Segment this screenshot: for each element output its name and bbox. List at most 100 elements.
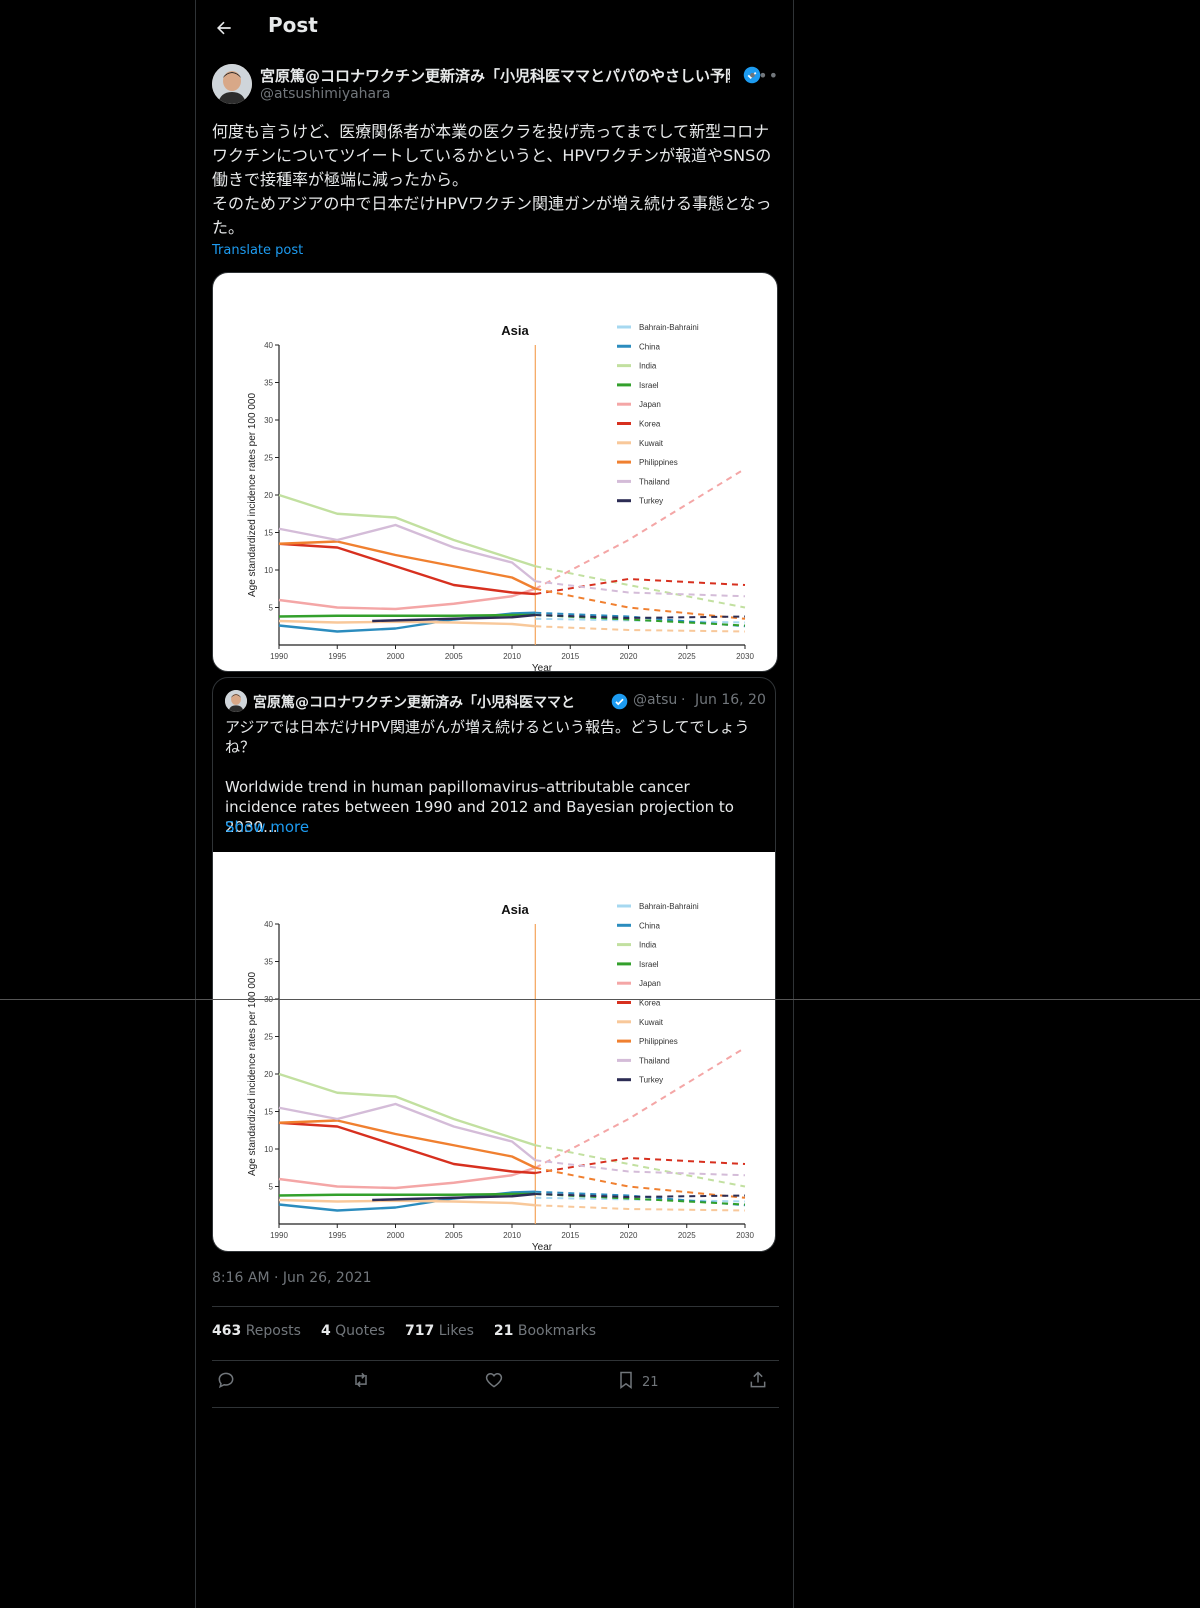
quoted-post[interactable]: 宮原篤@コロナワクチン更新済み「小児科医ママと @atsushimiyahara… — [212, 677, 776, 1252]
x-tick-label: 2025 — [678, 1231, 696, 1240]
share-icon — [748, 1370, 768, 1394]
series-line-china — [278, 611, 536, 633]
post-image[interactable]: Asia 5 10 15 20 25 30 35 40 1990 1995 2000 2005 2010 2… — [212, 272, 778, 672]
y-tick-label: 5 — [269, 604, 274, 613]
x-tick-label: 2010 — [503, 1231, 521, 1240]
y-tick-label: 20 — [264, 491, 273, 500]
separator-dot: · — [681, 692, 686, 708]
y-tick-label: 10 — [264, 1145, 273, 1154]
series-projection-turkey — [535, 1193, 746, 1199]
series-line-japan — [278, 1166, 536, 1190]
legend-label: Turkey — [639, 1076, 663, 1085]
series-line-korea — [278, 1121, 536, 1175]
chart-asia-quoted: Asia510152025303540199019952000200520102… — [247, 902, 754, 1251]
legend-label: Japan — [639, 979, 661, 988]
x-tick-label: 2005 — [445, 1231, 463, 1240]
avatar — [225, 690, 247, 712]
legend-label: Thailand — [639, 1056, 670, 1065]
x-tick-label: 2010 — [503, 652, 521, 661]
quotes-stat[interactable]: 4 Quotes — [320, 1323, 385, 1339]
series-projection-japan — [534, 1046, 746, 1169]
series-projection-china — [535, 611, 746, 628]
quoted-post-date: Jun 16, 2021 — [695, 692, 765, 708]
legend-label: Bahrain-Bahraini — [639, 323, 699, 332]
y-tick-label: 25 — [264, 1033, 273, 1042]
x-tick-label: 2000 — [387, 652, 405, 661]
like-button[interactable] — [484, 1370, 504, 1394]
x-tick-label: 1990 — [270, 1231, 288, 1240]
series-projection-bahrain-bahraini — [535, 1196, 746, 1203]
author-handle[interactable]: @atsushimiyahara — [260, 86, 391, 102]
series-projection-thailand — [535, 1159, 746, 1177]
legend-label: Philippines — [639, 458, 678, 467]
author-display-name[interactable]: 宮原篤@コロナワクチン更新済み「小児科医ママとパパのやさしい予防接種BOOK」 — [260, 67, 730, 85]
post-author: 宮原篤@コロナワクチン更新済み「小児科医ママとパパのやさしい予防接種BOOK」 … — [212, 64, 779, 109]
divider — [0, 999, 1200, 1000]
quoted-post-image[interactable]: Asia510152025303540199019952000200520102… — [213, 852, 775, 1251]
x-tick-label: 2025 — [678, 652, 696, 661]
y-tick-label: 25 — [264, 454, 273, 463]
action-bar: 21 — [212, 1368, 779, 1398]
repost-icon — [350, 1370, 372, 1394]
legend-label: Turkey — [639, 497, 663, 506]
reposts-stat[interactable]: 463 Reposts — [212, 1323, 301, 1339]
series-line-china — [278, 1190, 536, 1212]
legend-label: China — [639, 921, 660, 930]
series-projection-kuwait — [535, 625, 746, 633]
series-projection-korea — [535, 577, 746, 595]
avatar[interactable] — [212, 64, 252, 104]
legend-label: Thailand — [639, 477, 670, 486]
series-line-india — [278, 493, 536, 568]
heart-icon — [484, 1370, 504, 1394]
quoted-post-header: 宮原篤@コロナワクチン更新済み「小児科医ママと @atsushimiyahara… — [225, 690, 765, 712]
back-arrow-icon[interactable] — [210, 14, 238, 42]
y-tick-label: 30 — [264, 416, 273, 425]
series-line-japan — [278, 587, 536, 611]
legend-label: Korea — [639, 420, 661, 429]
quoted-author-handle: @atsushimiyahara — [633, 692, 677, 708]
series-projection-israel — [535, 614, 746, 627]
likes-stat[interactable]: 717 Likes — [405, 1323, 474, 1339]
y-tick-label: 20 — [264, 1070, 273, 1079]
legend-label: India — [639, 941, 657, 950]
series-projection-kuwait — [535, 1204, 746, 1212]
series-line-india — [278, 1072, 536, 1147]
bookmarks-stat[interactable]: 21 Bookmarks — [493, 1323, 597, 1339]
y-tick-label: 15 — [264, 529, 273, 538]
y-tick-label: 35 — [264, 379, 273, 388]
x-tick-label: 2030 — [736, 652, 754, 661]
series-projection-philippines — [535, 1166, 746, 1199]
legend-label: Kuwait — [639, 439, 664, 448]
more-options-icon[interactable]: ••• — [747, 66, 779, 85]
legend-label: Philippines — [639, 1037, 678, 1046]
series-line-kuwait — [278, 619, 536, 628]
reply-button[interactable] — [216, 1370, 236, 1394]
post-column: Post 宮原篤@コロナワクチン更新済み「小児科医ママとパパのやさしい予防接種B… — [195, 0, 794, 1608]
series-projection-philippines — [535, 587, 746, 620]
share-button[interactable] — [748, 1370, 768, 1394]
legend-label: Korea — [639, 999, 661, 1008]
series-projection-japan — [534, 467, 746, 590]
series-projection-thailand — [535, 580, 746, 598]
post-timestamp[interactable]: 8:16 AM · Jun 26, 2021 — [212, 1270, 372, 1286]
legend-label: Kuwait — [639, 1018, 664, 1027]
y-tick-label: 5 — [269, 1183, 274, 1192]
series-line-israel — [278, 1192, 536, 1197]
series-line-philippines — [278, 1119, 536, 1169]
y-tick-label: 35 — [264, 958, 273, 967]
show-more-link[interactable]: Show more — [225, 818, 310, 836]
legend-label: Israel — [639, 381, 659, 390]
series-line-thailand — [278, 1102, 537, 1162]
bookmark-button[interactable]: 21 — [616, 1370, 659, 1394]
y-axis-label: Age standardized incidence rates per 100… — [247, 393, 258, 597]
series-projection-bahrain-bahraini — [535, 617, 746, 624]
y-tick-label: 40 — [264, 341, 273, 350]
series-projection-korea — [535, 1156, 746, 1174]
translate-post-link[interactable]: Translate post — [212, 243, 304, 258]
legend-label: China — [639, 342, 660, 351]
quoted-post-text: アジアでは日本だけHPV関連がんが増え続けるという報告。どうしてでしょうね？ W… — [225, 718, 750, 836]
legend-label: Japan — [639, 400, 661, 409]
repost-button[interactable] — [350, 1370, 372, 1394]
divider — [212, 1360, 779, 1361]
